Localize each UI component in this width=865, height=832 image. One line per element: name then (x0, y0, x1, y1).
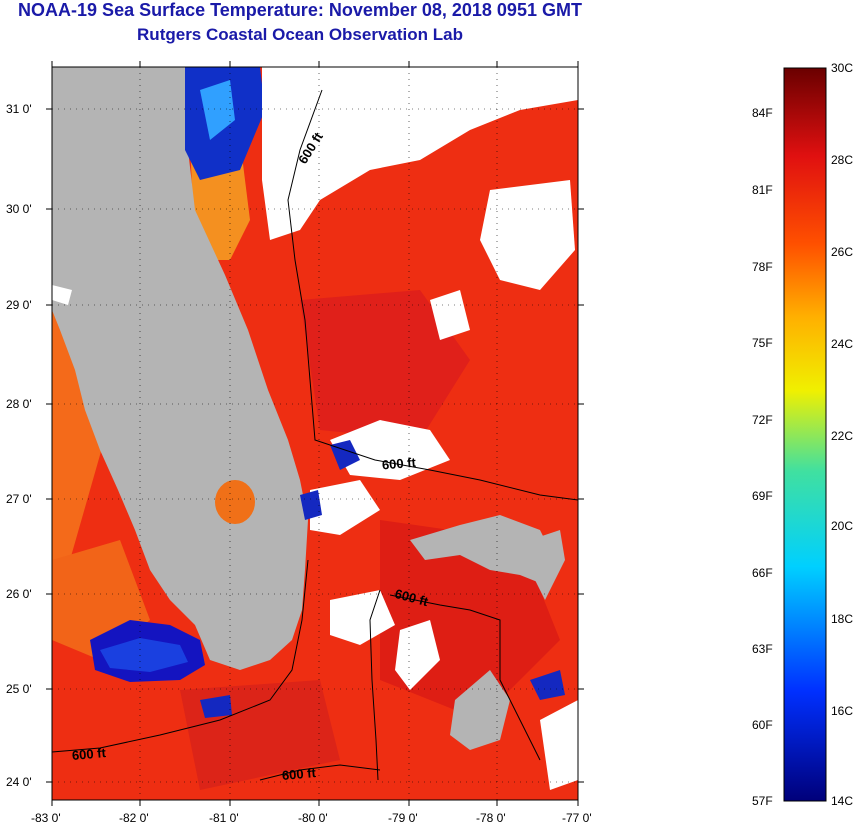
bahamas-land (530, 530, 565, 600)
lat-label: 24 0' (6, 775, 32, 789)
fahrenheit-label: 72F (752, 413, 773, 427)
fahrenheit-label: 84F (752, 106, 773, 120)
map-title: NOAA-19 Sea Surface Temperature: Novembe… (18, 0, 582, 20)
lat-label: 29 0' (6, 298, 32, 312)
lat-label: 25 0' (6, 682, 32, 696)
cool-water-patch (530, 670, 565, 700)
fahrenheit-label: 57F (752, 794, 773, 808)
cool-water-patch (300, 490, 322, 520)
lon-label: -78 0' (476, 811, 506, 825)
cloud (480, 180, 575, 290)
lon-label: -79 0' (388, 811, 418, 825)
map-subtitle: Rutgers Coastal Ocean Observation Lab (137, 25, 463, 44)
lat-label: 31 0' (6, 102, 32, 116)
celsius-label: 20C (831, 519, 853, 533)
lat-label: 26 0' (6, 587, 32, 601)
longitude-labels: -83 0' -82 0' -81 0' -80 0' -79 0' -78 0… (31, 811, 592, 825)
celsius-label: 26C (831, 245, 853, 259)
celsius-label: 30C (831, 61, 853, 75)
fahrenheit-label: 63F (752, 642, 773, 656)
cloud (395, 620, 440, 690)
fahrenheit-label: 69F (752, 489, 773, 503)
contour-line (369, 589, 381, 781)
cloud (540, 700, 578, 790)
cloud (330, 420, 450, 480)
lon-label: -82 0' (119, 811, 149, 825)
celsius-label: 28C (831, 153, 853, 167)
lat-label: 30 0' (6, 202, 32, 216)
lon-label: -81 0' (209, 811, 239, 825)
colorbar (783, 67, 827, 802)
lake-okeechobee (215, 480, 255, 524)
bahamas-land (410, 515, 555, 585)
celsius-label: 22C (831, 429, 853, 443)
map-ticks (46, 61, 584, 806)
contour-line (287, 89, 578, 501)
cloud (430, 290, 470, 340)
celsius-label: 16C (831, 704, 853, 718)
latitude-labels: 31 0' 30 0' 29 0' 28 0' 27 0' 26 0' 25 0… (6, 102, 32, 789)
celsius-label: 14C (831, 794, 853, 808)
contour-label: 600 ft (281, 765, 317, 783)
celsius-label: 24C (831, 337, 853, 351)
bahamas-land (450, 670, 510, 750)
fahrenheit-label: 66F (752, 566, 773, 580)
lon-label: -83 0' (31, 811, 61, 825)
colorbar-fahrenheit-labels: 84F 81F 78F 75F 72F 69F 66F 63F 60F 57F (752, 106, 773, 808)
colorbar-celsius-labels: 30C 28C 26C 24C 22C 20C 18C 16C 14C (831, 61, 853, 808)
cool-water-patch (200, 695, 232, 718)
lon-label: -80 0' (298, 811, 328, 825)
fahrenheit-label: 75F (752, 336, 773, 350)
contour-line (389, 594, 541, 761)
cloud (330, 590, 395, 645)
cloud (310, 480, 380, 535)
lat-label: 27 0' (6, 492, 32, 506)
lon-label: -77 0' (562, 811, 592, 825)
map-frame (51, 66, 579, 801)
fahrenheit-label: 81F (752, 183, 773, 197)
contour-label: 600 ft (381, 455, 417, 473)
contour-label: 600 ft (71, 745, 107, 763)
cool-water-patch (100, 638, 188, 672)
lat-label: 28 0' (6, 397, 32, 411)
map-area: 600 ft 600 ft 600 ft 600 ft 600 ft (52, 67, 578, 800)
cool-water-patch (200, 80, 235, 140)
graticule (52, 67, 578, 800)
celsius-label: 18C (831, 612, 853, 626)
contour-line (259, 764, 381, 781)
cloud (262, 67, 578, 240)
contour-line (52, 559, 309, 753)
cloud (52, 285, 72, 305)
fahrenheit-label: 78F (752, 260, 773, 274)
fahrenheit-label: 60F (752, 718, 773, 732)
warm-patch (300, 290, 470, 440)
